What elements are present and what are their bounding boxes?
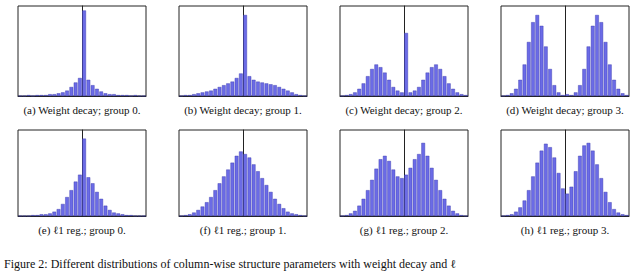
svg-text:(d) Weight decay; group 3.: (d) Weight decay; group 3. [506, 104, 624, 117]
svg-text:Figure 2: Different distributi: Figure 2: Different distributions of col… [4, 257, 456, 271]
svg-text:(f) ℓ1 reg.; group 1.: (f) ℓ1 reg.; group 1. [200, 224, 287, 237]
svg-text:(a) Weight decay; group 0.: (a) Weight decay; group 0. [23, 104, 140, 117]
svg-text:(c) Weight decay; group 2.: (c) Weight decay; group 2. [345, 104, 462, 117]
svg-text:(b) Weight decay; group 1.: (b) Weight decay; group 1. [184, 104, 302, 117]
svg-text:(h) ℓ1 reg.; group 3.: (h) ℓ1 reg.; group 3. [521, 224, 610, 237]
svg-text:(g) ℓ1 reg.; group 2.: (g) ℓ1 reg.; group 2. [360, 224, 449, 237]
svg-text:(e) ℓ1 reg.; group 0.: (e) ℓ1 reg.; group 0. [38, 224, 126, 237]
